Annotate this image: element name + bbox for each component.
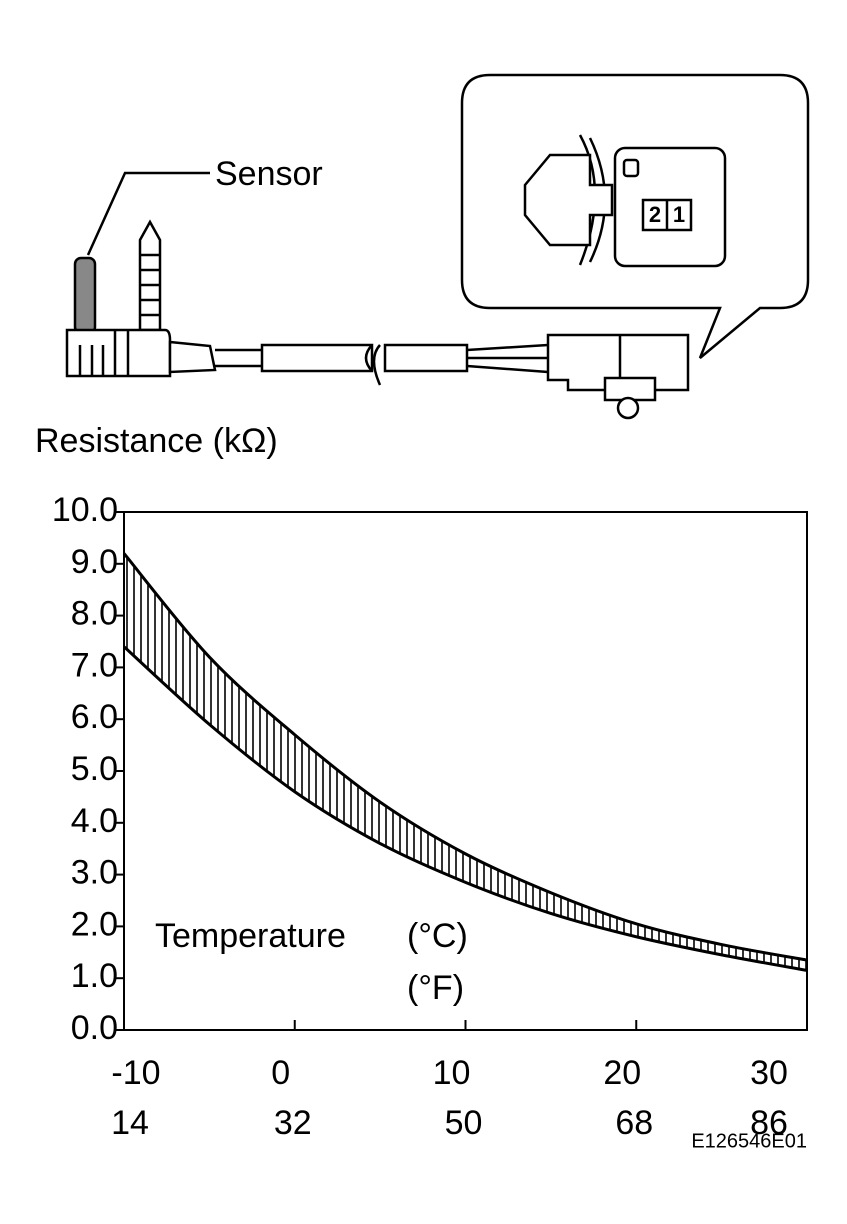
- pin-label: 1: [673, 202, 685, 227]
- x-unit-c: (°C): [407, 917, 468, 955]
- break-mark: [364, 344, 382, 386]
- band-area: [124, 553, 807, 971]
- cable: [383, 343, 469, 373]
- figure-id: E126546E01: [691, 1130, 807, 1152]
- cable: [260, 343, 374, 373]
- x-tick-label: 10: [433, 1054, 471, 1092]
- leader-line: [86, 171, 210, 256]
- sensor-body: [65, 328, 172, 378]
- x-tick-label-f: 86: [750, 1104, 788, 1142]
- body-detail: [78, 330, 130, 376]
- x-tick-label-f: 68: [615, 1104, 653, 1142]
- x-tick-label-f: 50: [445, 1104, 483, 1142]
- y-tick-label: 6.0: [71, 698, 118, 736]
- latch-knob: [616, 396, 640, 420]
- y-tick-label: 10.0: [52, 491, 118, 529]
- pin-label: 2: [649, 202, 661, 227]
- y-tick-label: 2.0: [71, 905, 118, 943]
- wire: [215, 348, 262, 368]
- x-unit-f: (°F): [407, 969, 464, 1007]
- key: [622, 158, 640, 178]
- connector-face: [613, 146, 727, 268]
- plot: 0.0 1.0 2.0 3.0 4.0 5.0 6.0 7.0 8.0 9.0 10.0 -10 14 0…: [52, 491, 808, 1142]
- x-tick-label: 30: [750, 1054, 788, 1092]
- x-tick-label: 20: [603, 1054, 641, 1092]
- y-tick-label: 0.0: [71, 1009, 118, 1047]
- y-tick-label: 5.0: [71, 750, 118, 788]
- x-tick-label-f: 32: [274, 1104, 312, 1142]
- band-edge: [122, 552, 808, 962]
- wire: [466, 343, 549, 374]
- y-tick-label: 1.0: [71, 957, 118, 995]
- band-edge: [122, 645, 808, 972]
- x-tick-label: -10: [111, 1054, 160, 1092]
- sensor-label: Sensor: [215, 155, 323, 193]
- y-tick-label: 3.0: [71, 854, 118, 892]
- y-tick-label: 9.0: [71, 543, 118, 581]
- x-tick-label-f: 14: [111, 1104, 149, 1142]
- clip-body: [523, 153, 614, 247]
- boot: [168, 340, 217, 374]
- y-tick-label: 7.0: [71, 646, 118, 684]
- sensor-tip: [73, 256, 97, 335]
- x-axis-title: Temperature: [155, 917, 346, 955]
- mount-stud: [138, 219, 162, 332]
- y-tick-label: 8.0: [71, 595, 118, 633]
- x-tick-label: 0: [271, 1054, 290, 1092]
- y-axis-title: Resistance (kΩ): [35, 422, 278, 460]
- sensor-diagram: 2 1 Sensor: [65, 73, 810, 420]
- latch: [603, 376, 657, 402]
- y-tick-label: 4.0: [71, 802, 118, 840]
